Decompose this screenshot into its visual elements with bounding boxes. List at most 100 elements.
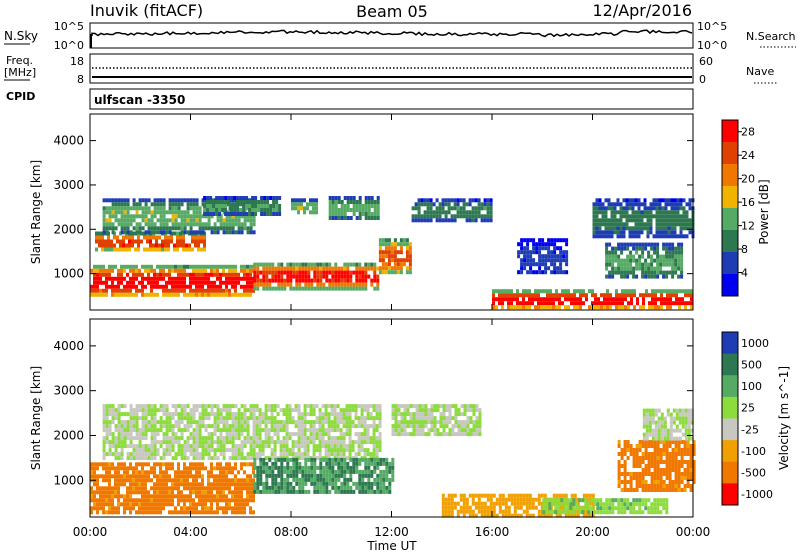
data-cell [129,264,132,269]
data-cell [219,432,223,437]
data-cell [537,509,541,514]
data-cell [153,268,156,273]
data-cell [246,490,249,495]
data-cell [355,216,359,220]
data-cell [325,469,329,474]
data-cell [286,481,290,486]
data-cell [240,424,244,429]
data-cell [191,235,194,240]
data-cell [147,218,151,223]
data-cell [111,412,115,417]
data-cell [153,440,157,445]
data-cell [466,416,470,421]
data-cell [327,440,331,445]
data-cell [641,274,645,279]
data-cell [483,509,487,514]
data-cell [355,208,359,212]
data-cell [255,432,259,437]
data-cell [231,478,234,483]
data-cell [144,490,147,495]
data-cell [210,462,213,467]
data-cell [306,202,309,207]
data-cell [387,238,391,243]
data-cell [158,243,161,248]
data-cell [173,243,176,248]
data-cell [480,218,484,223]
freq-tick-top: 18 [70,55,84,68]
data-cell [570,513,574,518]
data-cell [649,202,653,207]
data-cell [573,305,576,310]
data-cell [366,408,370,413]
data-cell [339,416,343,421]
data-cell [646,234,650,239]
data-cell [598,234,602,239]
data-cell [198,404,202,409]
data-cell [557,498,561,503]
data-cell [312,448,316,453]
nsearch-label: N.Search [746,30,796,43]
data-cell [346,208,350,212]
data-cell [174,292,177,297]
data-cell [234,506,237,511]
data-cell [183,284,186,289]
data-cell [655,226,659,231]
data-cell [120,482,123,487]
data-cell [255,420,259,425]
data-cell [174,452,178,457]
data-cell [312,432,316,437]
data-cell [436,408,440,413]
data-cell [357,432,361,437]
data-cell [204,404,208,409]
data-cell [213,222,217,227]
data-cell [210,230,214,235]
data-cell [212,200,216,204]
data-cell [352,208,356,212]
data-cell [177,428,181,433]
data-cell [237,436,241,441]
data-cell [552,297,555,302]
data-cell [222,482,225,487]
data-cell [677,266,681,271]
data-cell [628,202,632,207]
data-cell [258,416,262,421]
data-cell [634,218,638,223]
data-cell [667,202,671,207]
data-cell [595,198,599,203]
data-cell [162,420,166,425]
colorbar-swatch [722,186,738,209]
data-cell [318,420,322,425]
data-cell [150,202,154,207]
data-cell [132,436,136,441]
data-cell [468,210,472,215]
data-cell [225,448,229,453]
data-cell [538,270,542,275]
data-cell [643,226,647,231]
data-cell [685,222,689,227]
data-cell [255,408,259,413]
data-cell [300,202,303,207]
data-cell [204,408,208,413]
data-cell [243,470,246,475]
data-cell [328,204,332,208]
data-cell [357,448,361,453]
data-cell [171,490,174,495]
data-cell [114,482,117,487]
data-cell [192,222,196,227]
data-cell [228,408,232,413]
data-cell [129,486,132,491]
data-cell [201,424,205,429]
data-cell [141,416,145,421]
data-cell [668,270,672,275]
data-cell [605,274,609,279]
data-cell [225,498,228,503]
data-cell [321,404,325,409]
data-cell [519,305,522,310]
data-cell [237,494,240,499]
data-cell [165,448,169,453]
data-cell [523,246,527,251]
data-cell [265,262,269,267]
data-cell [222,288,225,293]
data-cell [279,408,283,413]
data-cell [153,510,156,515]
